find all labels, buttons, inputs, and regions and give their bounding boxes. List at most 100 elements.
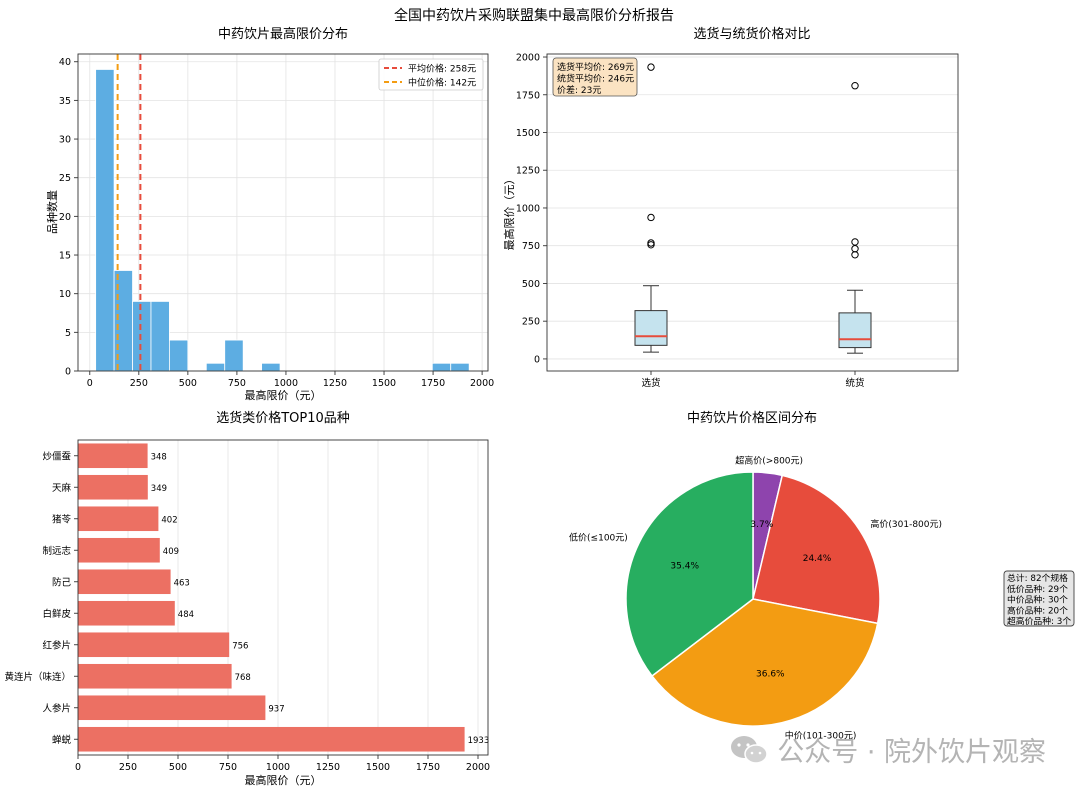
top10-xtick-label: 1000	[266, 762, 290, 773]
pie-pct-label: 35.4%	[670, 562, 699, 572]
boxplot-outlier	[851, 251, 859, 259]
figure-title: 全国中药饮片采购联盟集中最高限价分析报告	[394, 7, 674, 24]
boxplot-ylabel: 最高限价（元）	[502, 174, 516, 251]
histogram-bar	[169, 339, 189, 372]
watermark: 公众号 · 院外饮片观察	[729, 730, 1046, 769]
top10-value-label: 348	[151, 452, 167, 462]
histogram-ytick-label: 25	[59, 173, 71, 184]
top10-category-label: 红参片	[42, 639, 71, 651]
pie-pct-label: 3.7%	[750, 520, 773, 530]
boxplot-panel: 选货与统货价格对比 0 250 500 750 1000 1250 1500 1750 2000…	[502, 26, 959, 389]
boxplot-xtick-label: 选货	[641, 377, 660, 389]
boxplot-ytick-label: 1250	[516, 166, 540, 177]
pie-summary-line: 低价品种: 29个	[1007, 583, 1068, 595]
histogram-bar	[450, 362, 470, 372]
histogram-bar	[150, 301, 170, 372]
histogram-ytick-label: 40	[59, 57, 71, 68]
pie-slice-label: 低价(≤100元)	[569, 532, 628, 544]
top10-category-label: 猪苓	[52, 513, 72, 525]
boxplot-xtick-label: 统货	[845, 377, 864, 389]
histogram-xtick-label: 500	[179, 378, 197, 389]
histogram-xtick-label: 1750	[421, 378, 445, 389]
top10-value-label: 768	[235, 673, 251, 683]
top10-category-label: 防己	[52, 576, 72, 588]
histogram-ytick-label: 15	[59, 251, 71, 262]
top10-bar	[78, 474, 148, 500]
boxplot-ytick-label: 2000	[516, 53, 540, 64]
histogram-ylabel: 品种数量	[45, 190, 59, 234]
top10-value-label: 937	[268, 704, 284, 714]
histogram-bar	[132, 301, 152, 372]
top10-xtick-label: 2000	[466, 762, 490, 773]
top10-bar	[78, 443, 148, 469]
top10-bar	[78, 569, 171, 595]
wechat-icon	[731, 735, 768, 764]
boxplot-outlier	[647, 241, 655, 249]
pie-summary-line: 高价品种: 20个	[1007, 604, 1068, 616]
histogram-legend-label: 平均价格: 258元	[408, 63, 476, 75]
histogram-title: 中药饮片最高限价分布	[218, 26, 348, 42]
boxplot-box	[838, 312, 872, 349]
histogram-xtick-label: 250	[130, 378, 148, 389]
top10-xtick-label: 250	[119, 762, 137, 773]
top10-bar	[78, 600, 175, 626]
pie-slice	[650, 598, 879, 727]
boxplot-plot-frame	[546, 53, 959, 372]
top10-xtick-label: 750	[219, 762, 237, 773]
top10-xtick-label: 1250	[316, 762, 340, 773]
boxplot-ytick-label: 1000	[516, 203, 540, 214]
histogram-ytick-label: 5	[65, 328, 71, 339]
boxplot-ytick-label: 1750	[516, 90, 540, 101]
pie-pct-label: 36.6%	[756, 670, 785, 680]
pie-title: 中药饮片价格区间分布	[687, 410, 817, 426]
top10-bar	[78, 695, 266, 721]
top10-bar	[78, 726, 465, 752]
top10-value-label: 349	[151, 484, 167, 494]
boxplot-ytick-label: 1500	[516, 128, 540, 139]
top10-value-label: 402	[161, 515, 177, 525]
top10-value-label: 1933	[468, 736, 490, 746]
boxplot-box	[634, 310, 668, 346]
histogram-panel: 中药饮片最高限价分布 0 250 500 750 1000 1250 1500 1750 200…	[45, 26, 494, 402]
boxplot-outlier	[851, 245, 859, 253]
histogram-bar	[431, 362, 452, 372]
pie-slice	[752, 474, 881, 625]
top10-category-label: 黄连片（味连）	[4, 671, 71, 683]
histogram-xlabel: 最高限价（元）	[245, 388, 322, 402]
pie-summary-line: 总计: 82个规格	[1007, 572, 1068, 584]
histogram-xtick-label: 0	[87, 378, 93, 389]
histogram-bar	[205, 362, 226, 372]
top10-bar	[78, 632, 230, 658]
histogram-legend-label: 中位价格: 142元	[408, 77, 476, 89]
histogram-xtick-label: 1000	[274, 378, 298, 389]
top10-xlabel: 最高限价（元）	[245, 773, 322, 787]
pie-slice-label: 高价(301-800元)	[870, 518, 942, 530]
boxplot-outlier	[851, 82, 859, 90]
boxplot-ytick-label: 250	[522, 317, 540, 328]
histogram-bar	[95, 69, 115, 372]
top10-bar	[78, 663, 232, 689]
histogram-xtick-label: 2000	[470, 378, 494, 389]
boxplot-annotation-line: 统货平均价: 246元	[557, 73, 634, 85]
top10-category-label: 制远志	[42, 545, 71, 557]
top10-value-label: 756	[232, 641, 248, 651]
pie-slice-label: 中价(101-300元)	[785, 730, 857, 742]
boxplot-title: 选货与统货价格对比	[693, 26, 810, 42]
top10-xtick-label: 0	[75, 762, 81, 773]
boxplot-outlier	[647, 63, 655, 71]
top10-panel: 选货类价格TOP10品种 348 349 402 409 463 484 756 768 937…	[4, 410, 490, 787]
top10-bar	[78, 506, 159, 532]
pie-slice-label: 超高价(>800元)	[735, 455, 803, 467]
boxplot-outlier	[647, 213, 655, 222]
top10-category-label: 炒僵蚕	[42, 450, 71, 462]
histogram-ytick-label: 35	[59, 96, 71, 107]
top10-xtick-label: 500	[169, 762, 187, 773]
top10-value-label: 484	[178, 610, 194, 620]
top10-xtick-label: 1500	[366, 762, 390, 773]
top10-category-label: 蝉蜕	[52, 734, 72, 746]
pie-slice	[625, 471, 754, 678]
watermark-text: 公众号 · 院外饮片观察	[777, 737, 1046, 768]
histogram-xtick-label: 1500	[372, 378, 396, 389]
